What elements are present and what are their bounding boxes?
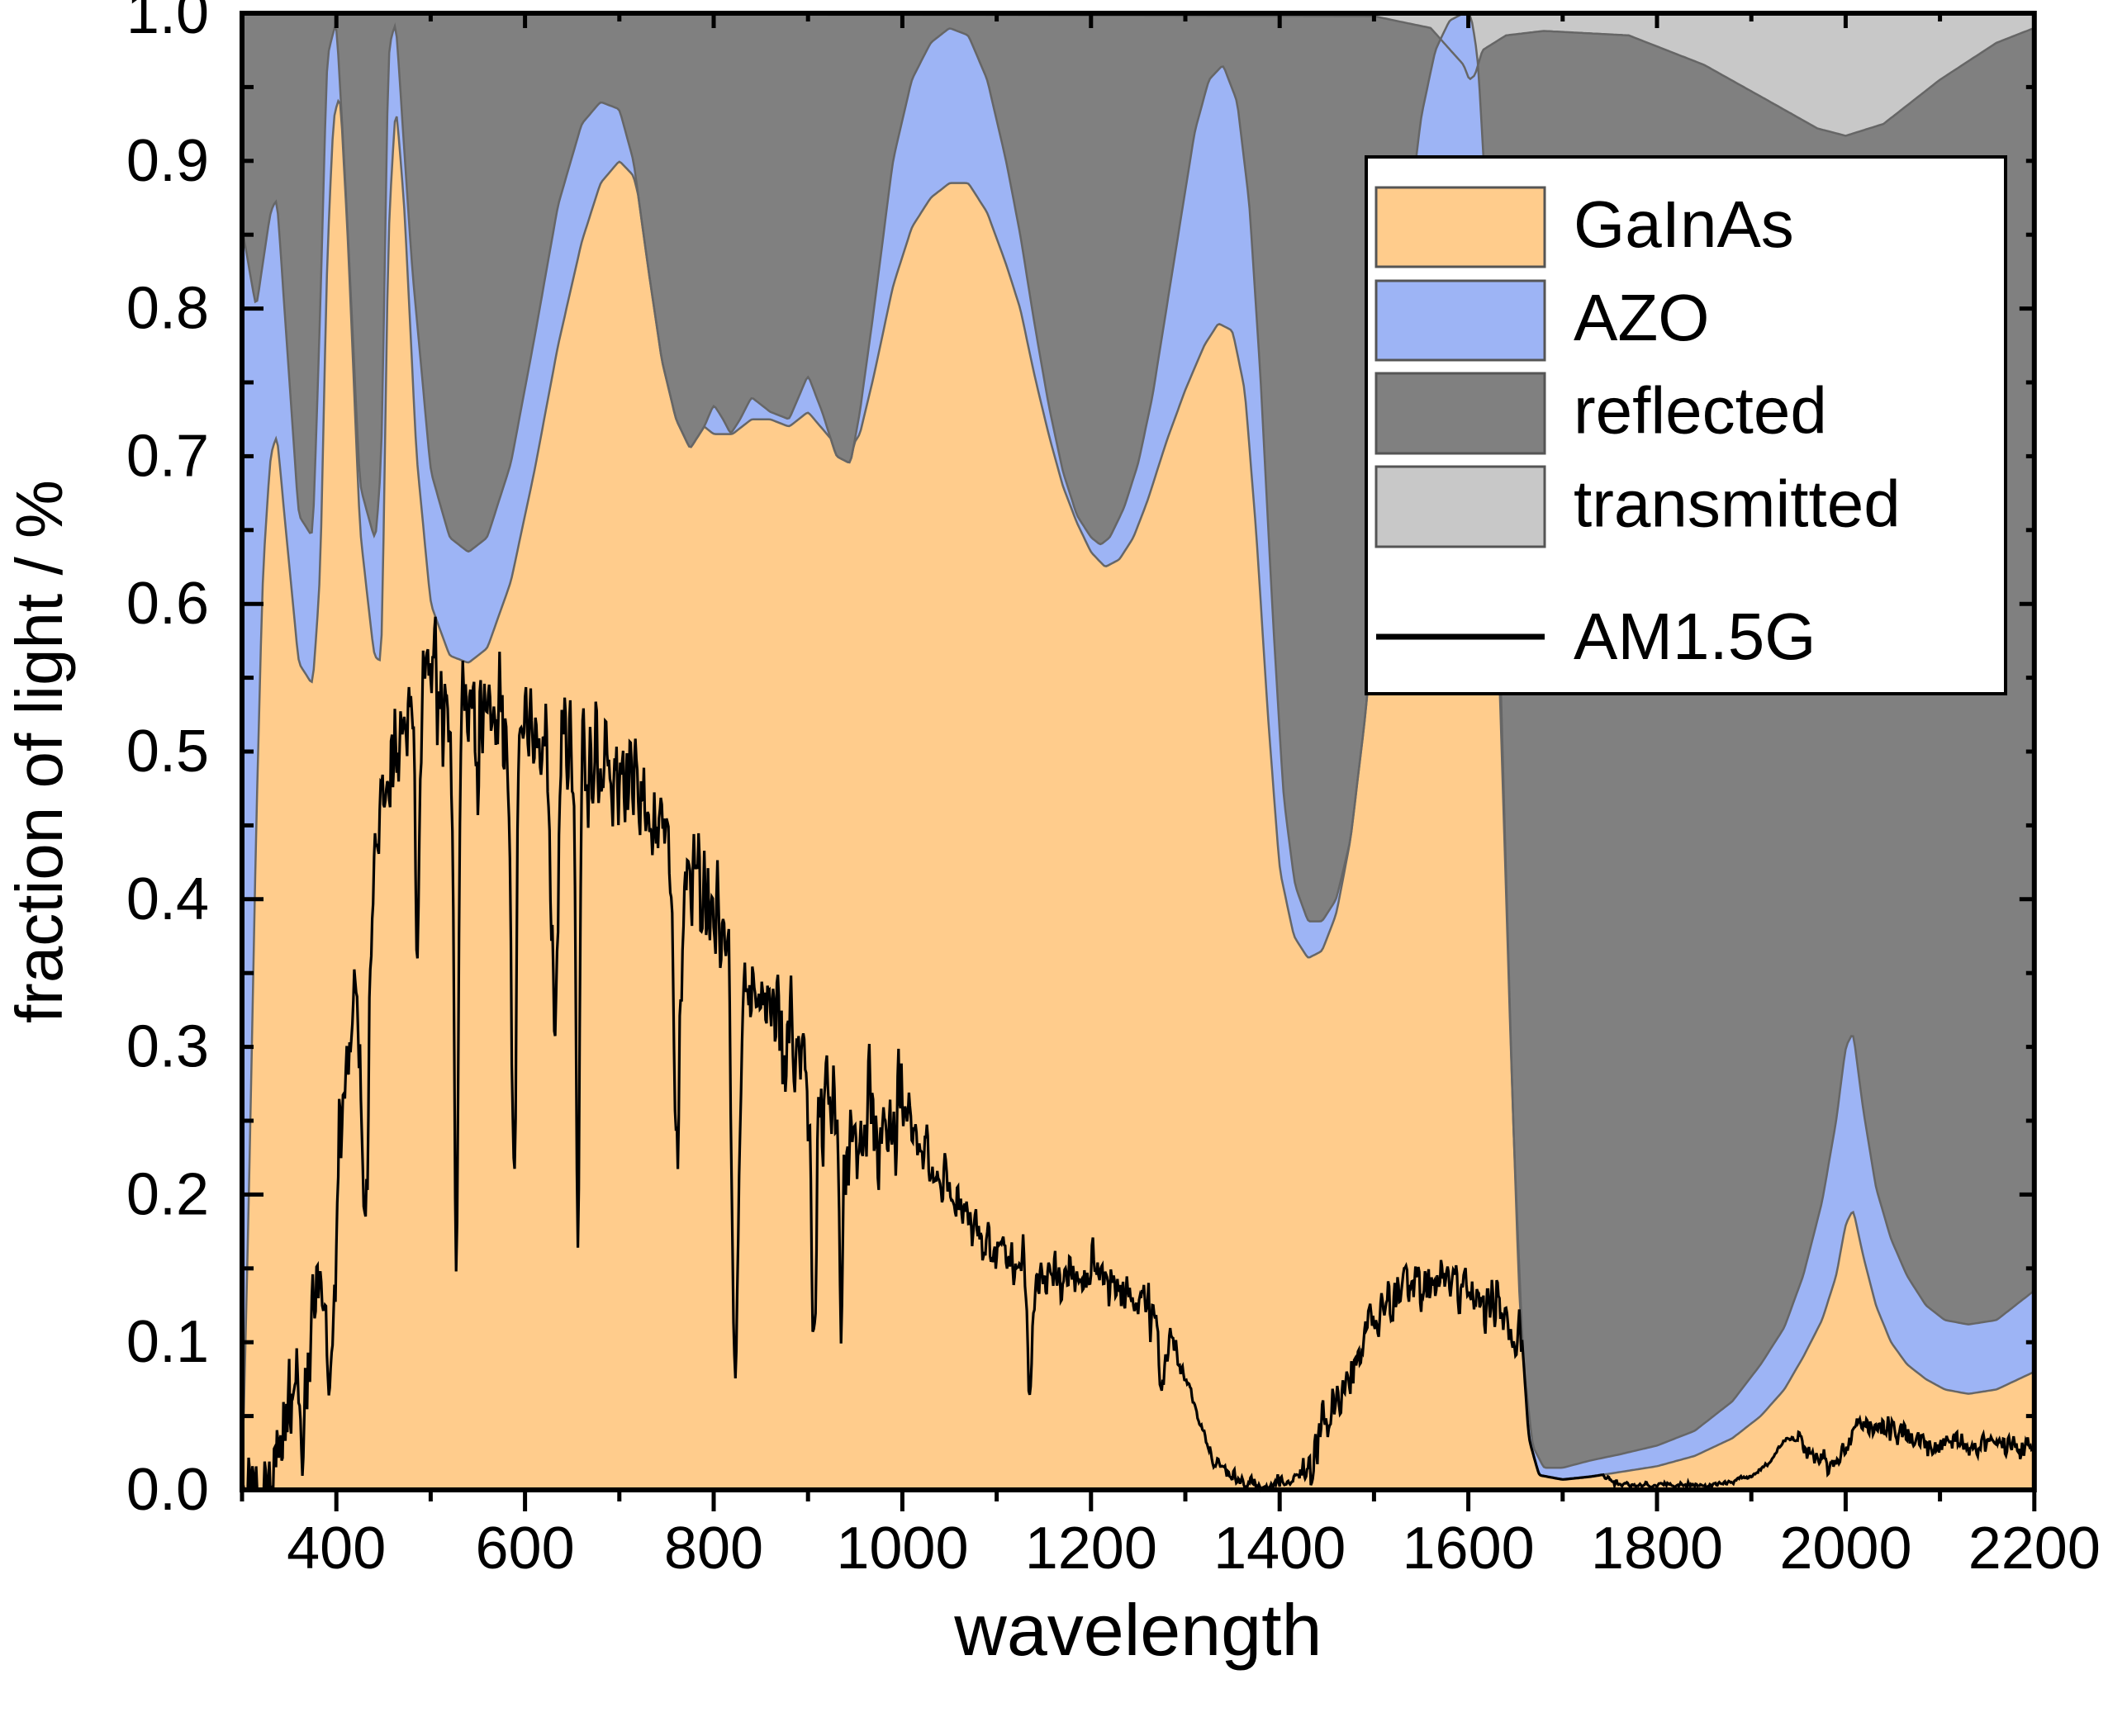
svg-text:1000: 1000: [836, 1515, 968, 1582]
svg-text:0.4: 0.4: [126, 866, 209, 932]
svg-text:fraction of light / %: fraction of light / %: [2, 480, 76, 1023]
svg-text:2000: 2000: [1779, 1515, 1911, 1582]
svg-text:1600: 1600: [1403, 1515, 1535, 1582]
svg-text:0.2: 0.2: [126, 1161, 209, 1227]
svg-text:AM1.5G: AM1.5G: [1574, 600, 1816, 673]
svg-text:2200: 2200: [1968, 1515, 2101, 1582]
svg-text:0.7: 0.7: [126, 423, 209, 489]
svg-text:1800: 1800: [1591, 1515, 1723, 1582]
svg-text:0.1: 0.1: [126, 1309, 209, 1375]
svg-text:1400: 1400: [1213, 1515, 1346, 1582]
svg-text:400: 400: [287, 1515, 386, 1582]
svg-text:600: 600: [476, 1515, 575, 1582]
svg-text:GaInAs: GaInAs: [1574, 187, 1794, 261]
svg-text:0.5: 0.5: [126, 719, 209, 785]
svg-text:1200: 1200: [1025, 1515, 1157, 1582]
svg-text:0.3: 0.3: [126, 1014, 209, 1080]
svg-text:reflected: reflected: [1574, 374, 1827, 448]
svg-text:transmitted: transmitted: [1574, 467, 1901, 541]
svg-text:AZO: AZO: [1574, 281, 1709, 354]
svg-text:0.6: 0.6: [126, 571, 209, 637]
svg-text:0.9: 0.9: [126, 128, 209, 194]
svg-text:wavelength: wavelength: [953, 1589, 1322, 1671]
svg-text:0.0: 0.0: [126, 1457, 209, 1523]
svg-text:1.0: 1.0: [126, 0, 209, 46]
svg-text:0.8: 0.8: [126, 276, 209, 342]
svg-text:800: 800: [664, 1515, 763, 1582]
